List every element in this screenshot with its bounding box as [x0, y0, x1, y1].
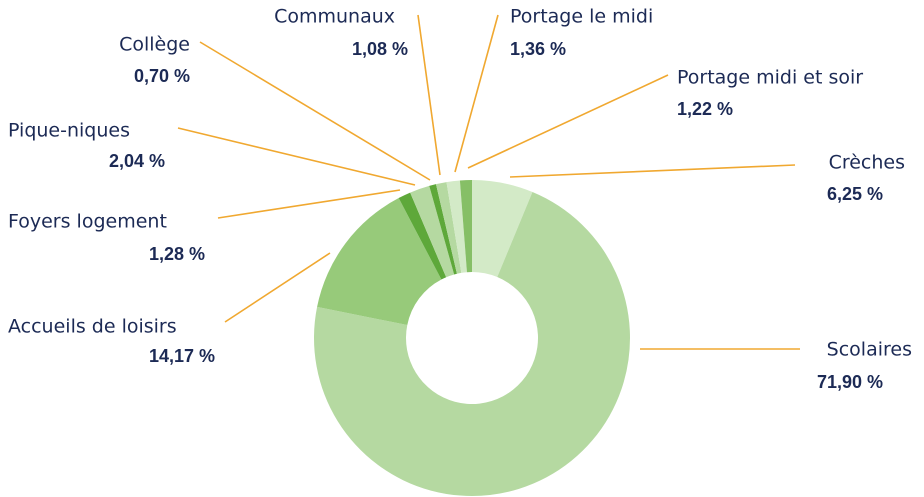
leader-line [454, 14, 499, 173]
category-label: Portage midi et soir [677, 67, 863, 89]
leader-line [467, 74, 669, 169]
donut-segment [317, 198, 442, 326]
donut-segment [314, 192, 630, 496]
value-label: 71,90 % [817, 372, 883, 392]
leader-line [177, 127, 416, 186]
leader-line [217, 189, 401, 219]
leader-line [509, 164, 796, 178]
value-label: 1,36 % [510, 39, 566, 59]
donut-segment [435, 182, 462, 274]
leader-line [224, 252, 331, 323]
value-label: 0,70 % [134, 66, 190, 86]
category-label: Accueils de loisirs [8, 316, 177, 338]
category-label: Scolaires [827, 339, 912, 361]
donut-segment [429, 184, 457, 275]
category-label: Crèches [829, 152, 905, 174]
donut-segment [398, 192, 447, 280]
value-label: 14,17 % [149, 346, 215, 366]
value-label: 1,28 % [149, 244, 205, 264]
category-label: Collège [119, 34, 190, 56]
category-label: Portage le midi [510, 6, 653, 28]
donut-segment [472, 180, 533, 278]
value-label: 1,08 % [352, 39, 408, 59]
category-label: Communaux [274, 6, 395, 28]
value-label: 2,04 % [109, 151, 165, 171]
category-label: Pique-niques [8, 120, 130, 142]
donut-segment [446, 180, 467, 273]
leader-line [417, 14, 441, 176]
donut-segment [459, 180, 472, 273]
category-label: Foyers logement [8, 211, 167, 233]
value-label: 1,22 % [677, 99, 733, 119]
leader-line [199, 41, 431, 181]
donut-segment [410, 185, 455, 278]
value-label: 6,25 % [827, 184, 883, 204]
